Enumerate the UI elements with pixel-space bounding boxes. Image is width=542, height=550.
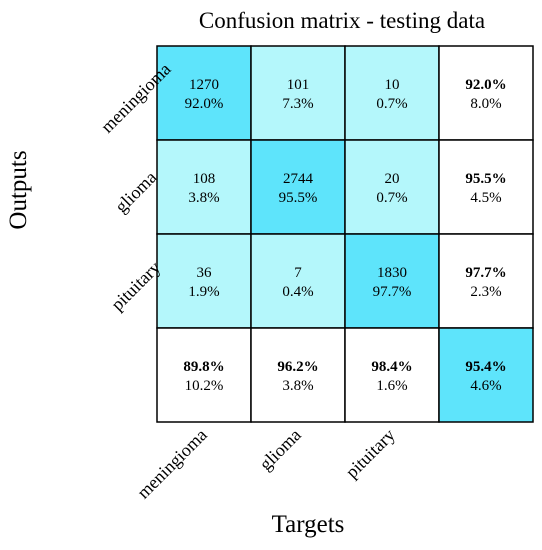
matrix-cell-0-2: 10 0.7%: [344, 45, 440, 141]
matrix-cell-2-1: 7 0.4%: [250, 233, 346, 329]
overall-accuracy-cell-percent: 4.6%: [470, 378, 501, 394]
matrix-cell-1-0-rect: [156, 139, 252, 235]
col-tick-label-1: glioma: [255, 425, 304, 474]
matrix-cell-2-1-rect: [250, 233, 346, 329]
row-tick-label-1: glioma: [111, 167, 160, 216]
matrix-cell-2-1-value: 7: [294, 265, 302, 281]
col-summary-cell-1-percent: 3.8%: [282, 378, 313, 394]
row-summary-cell-0: 92.0% 8.0%: [438, 45, 534, 141]
y-axis-label: Outputs: [5, 150, 32, 229]
matrix-cell-2-2: 1830 97.7%: [344, 233, 440, 329]
matrix-cell-0-2-value: 10: [385, 77, 400, 93]
row-summary-cell-1-rect: [438, 139, 534, 235]
col-summary-cell-0: 89.8% 10.2%: [156, 327, 252, 423]
overall-accuracy-cell: 95.4% 4.6%: [438, 327, 534, 423]
matrix-cell-0-1: 101 7.3%: [250, 45, 346, 141]
col-summary-cell-0-rect: [156, 327, 252, 423]
matrix-cell-0-0-percent: 92.0%: [185, 96, 224, 112]
row-summary-cell-0-percent: 8.0%: [470, 96, 501, 112]
matrix-cell-1-2-rect: [344, 139, 440, 235]
row-summary-cell-1: 95.5% 4.5%: [438, 139, 534, 235]
col-summary-cell-0-value: 89.8%: [183, 359, 224, 375]
chart-title: Confusion matrix - testing data: [199, 8, 485, 33]
matrix-cells: 1270 92.0% 101 7.3% 10 0.7% 92.0% 8.0% 108 3.8% 27…: [156, 45, 534, 423]
matrix-cell-2-2-percent: 97.7%: [373, 284, 412, 300]
matrix-cell-1-0-value: 108: [193, 171, 216, 187]
col-tick-label-2: pituitary: [342, 425, 399, 482]
row-summary-cell-2-rect: [438, 233, 534, 329]
overall-accuracy-cell-value: 95.4%: [465, 359, 506, 375]
matrix-cell-0-2-percent: 0.7%: [376, 96, 407, 112]
col-tick-label-0: meningioma: [133, 425, 211, 503]
matrix-cell-2-0-value: 36: [197, 265, 213, 281]
row-summary-cell-2-percent: 2.3%: [470, 284, 501, 300]
row-summary-cell-2: 97.7% 2.3%: [438, 233, 534, 329]
x-axis-label: Targets: [272, 511, 345, 538]
col-summary-cell-2-rect: [344, 327, 440, 423]
matrix-cell-2-2-value: 1830: [377, 265, 407, 281]
row-summary-cell-0-value: 92.0%: [465, 77, 506, 93]
matrix-cell-2-2-rect: [344, 233, 440, 329]
matrix-cell-0-0-rect: [156, 45, 252, 141]
matrix-cell-2-0-rect: [156, 233, 252, 329]
overall-accuracy-cell-rect: [438, 327, 534, 423]
matrix-cell-0-2-rect: [344, 45, 440, 141]
row-summary-cell-0-rect: [438, 45, 534, 141]
col-summary-cell-1: 96.2% 3.8%: [250, 327, 346, 423]
row-summary-cell-2-value: 97.7%: [465, 265, 506, 281]
matrix-cell-0-0-value: 1270: [189, 77, 219, 93]
matrix-cell-0-1-value: 101: [287, 77, 310, 93]
matrix-cell-1-1-value: 2744: [283, 171, 314, 187]
matrix-cell-2-0: 36 1.9%: [156, 233, 252, 329]
matrix-cell-1-0: 108 3.8%: [156, 139, 252, 235]
matrix-cell-0-1-rect: [250, 45, 346, 141]
row-summary-cell-1-percent: 4.5%: [470, 190, 501, 206]
matrix-cell-1-1-rect: [250, 139, 346, 235]
col-summary-cell-2-value: 98.4%: [371, 359, 412, 375]
row-summary-cell-1-value: 95.5%: [465, 171, 506, 187]
matrix-cell-1-1: 2744 95.5%: [250, 139, 346, 235]
col-summary-cell-2: 98.4% 1.6%: [344, 327, 440, 423]
matrix-cell-2-0-percent: 1.9%: [188, 284, 219, 300]
col-summary-cell-1-value: 96.2%: [277, 359, 318, 375]
matrix-cell-0-1-percent: 7.3%: [282, 96, 313, 112]
col-summary-cell-0-percent: 10.2%: [185, 378, 224, 394]
matrix-cell-1-2: 20 0.7%: [344, 139, 440, 235]
col-summary-cell-2-percent: 1.6%: [376, 378, 407, 394]
matrix-cell-2-1-percent: 0.4%: [282, 284, 313, 300]
matrix-cell-0-0: 1270 92.0%: [156, 45, 252, 141]
matrix-cell-1-0-percent: 3.8%: [188, 190, 219, 206]
matrix-cell-1-2-percent: 0.7%: [376, 190, 407, 206]
col-summary-cell-1-rect: [250, 327, 346, 423]
matrix-cell-1-2-value: 20: [385, 171, 400, 187]
row-tick-label-2: pituitary: [107, 257, 164, 314]
matrix-cell-1-1-percent: 95.5%: [279, 190, 318, 206]
